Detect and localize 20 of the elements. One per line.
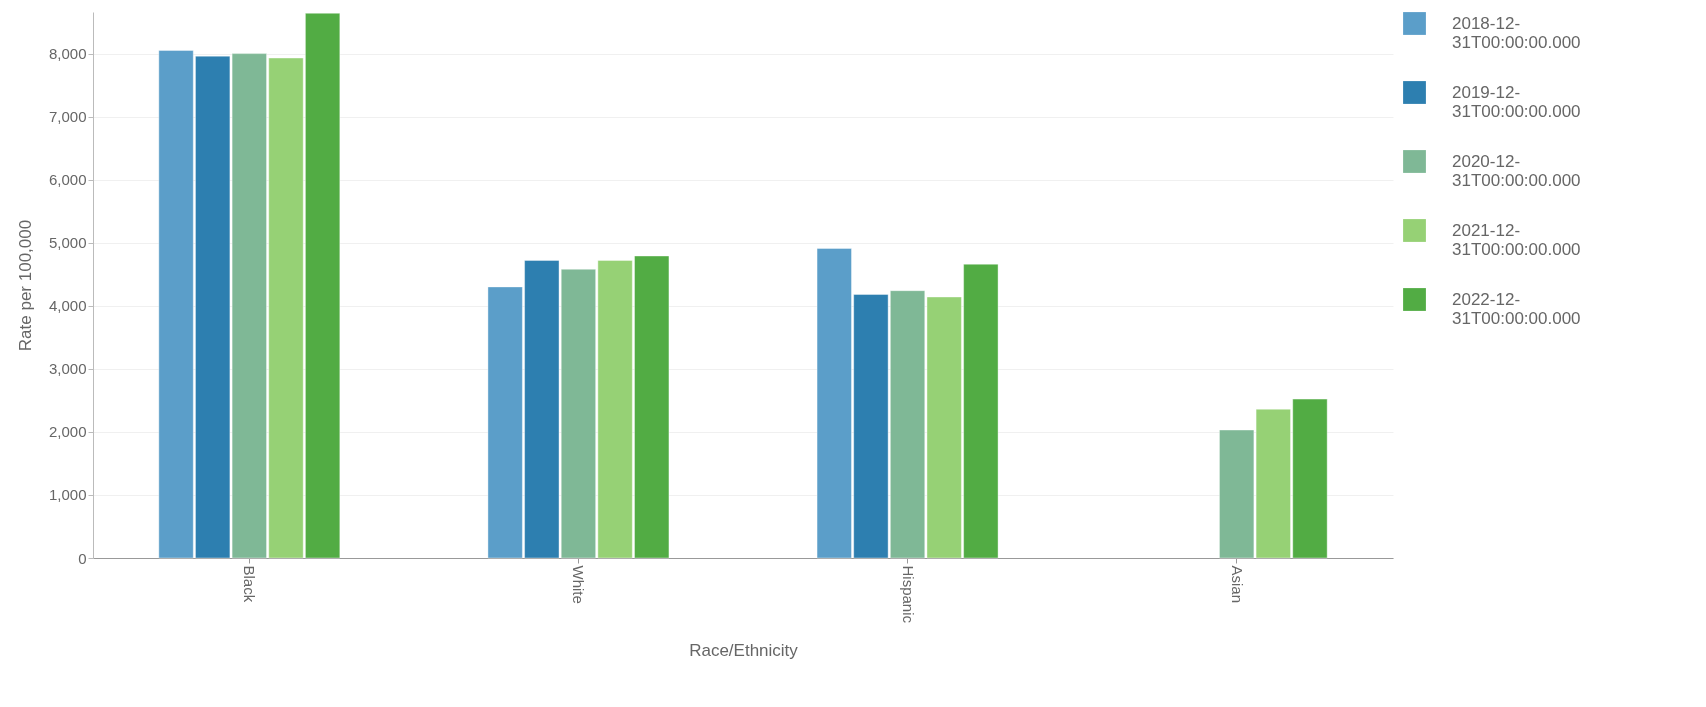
legend-label: 2022-12-31T00:00:00.000 [1452,289,1581,328]
x-axis-title: Race/Ethnicity [689,641,799,661]
y-tick-label: 5,000 [48,234,87,252]
x-tick-label: Hispanic [899,565,917,624]
x-tick-label: Asian [1228,565,1246,604]
legend-label: 2021-12-31T00:00:00.000 [1452,220,1581,259]
y-axis-title: Rate per 100,000 [15,219,35,352]
legend-label: 2020-12-31T00:00:00.000 [1452,151,1581,190]
y-tick-label: 4,000 [48,297,87,315]
y-tick-label: 7,000 [48,108,87,126]
x-tick-label: White [570,565,588,604]
y-tick-label: 1,000 [48,486,87,504]
y-tick-label: 0 [78,549,87,567]
legend-label: 2019-12-31T00:00:00.000 [1452,82,1581,121]
x-tick-label: Black [241,565,259,603]
y-tick-label: 3,000 [48,360,87,378]
y-tick-label: 2,000 [48,423,87,441]
y-tick-label: 8,000 [48,45,87,63]
y-tick-label: 6,000 [48,171,87,189]
legend-label: 2018-12-31T00:00:00.000 [1452,13,1581,52]
